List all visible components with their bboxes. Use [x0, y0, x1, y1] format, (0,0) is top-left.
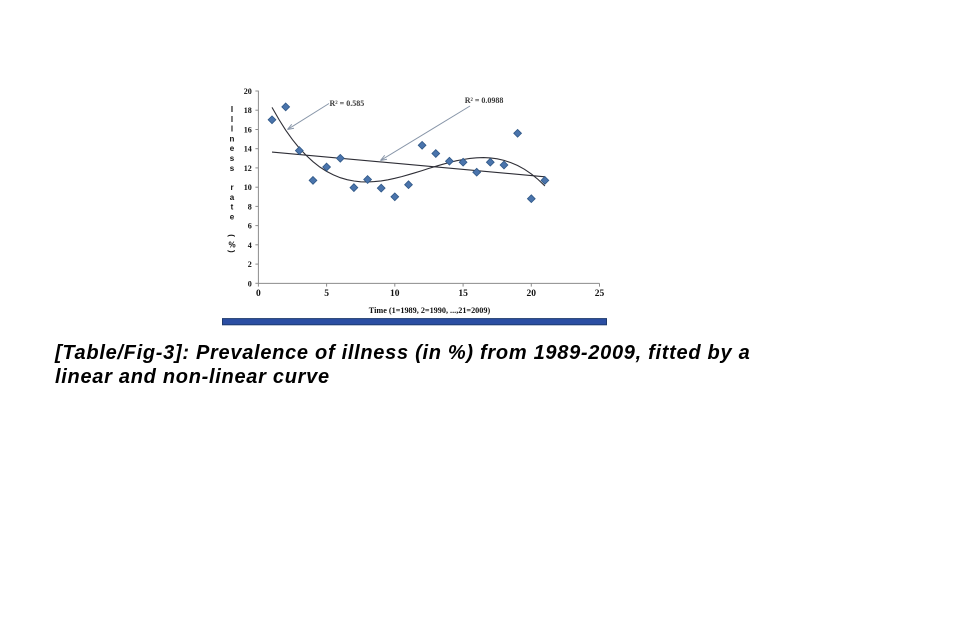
svg-text:n: n: [230, 134, 235, 143]
svg-text:20: 20: [527, 289, 537, 299]
svg-text:16: 16: [244, 126, 252, 135]
svg-text:20: 20: [244, 87, 252, 96]
svg-text:10: 10: [390, 289, 400, 299]
svg-text:%: %: [228, 241, 235, 250]
svg-text:l: l: [231, 115, 233, 124]
svg-text:e: e: [230, 212, 235, 221]
svg-text:4: 4: [248, 241, 252, 250]
svg-text:l: l: [231, 125, 233, 134]
svg-text:a: a: [230, 193, 235, 202]
svg-text:Time (1=1989, 2=1990, ...,21=2: Time (1=1989, 2=1990, ...,21=2009): [369, 306, 491, 315]
svg-text:R² = 0.0988: R² = 0.0988: [465, 96, 504, 105]
svg-text:25: 25: [595, 289, 605, 299]
svg-text:e: e: [230, 144, 235, 153]
svg-text:2: 2: [248, 260, 252, 269]
svg-text:18: 18: [244, 106, 252, 115]
svg-text:0: 0: [256, 289, 261, 299]
svg-text:12: 12: [244, 164, 252, 173]
svg-text:): ): [227, 250, 236, 253]
svg-text:6: 6: [248, 222, 252, 231]
svg-text:s: s: [230, 154, 235, 163]
svg-text:10: 10: [244, 183, 252, 192]
svg-text:R² = 0.585: R² = 0.585: [330, 99, 365, 108]
svg-text:t: t: [231, 203, 234, 212]
svg-text:r: r: [230, 183, 233, 192]
svg-text:8: 8: [248, 202, 252, 211]
svg-text:s: s: [230, 164, 235, 173]
svg-text:15: 15: [458, 289, 468, 299]
svg-text:5: 5: [324, 289, 329, 299]
svg-text:0: 0: [248, 279, 252, 288]
svg-text:14: 14: [244, 145, 252, 154]
svg-text:(: (: [227, 234, 236, 237]
svg-text:I: I: [231, 105, 233, 114]
